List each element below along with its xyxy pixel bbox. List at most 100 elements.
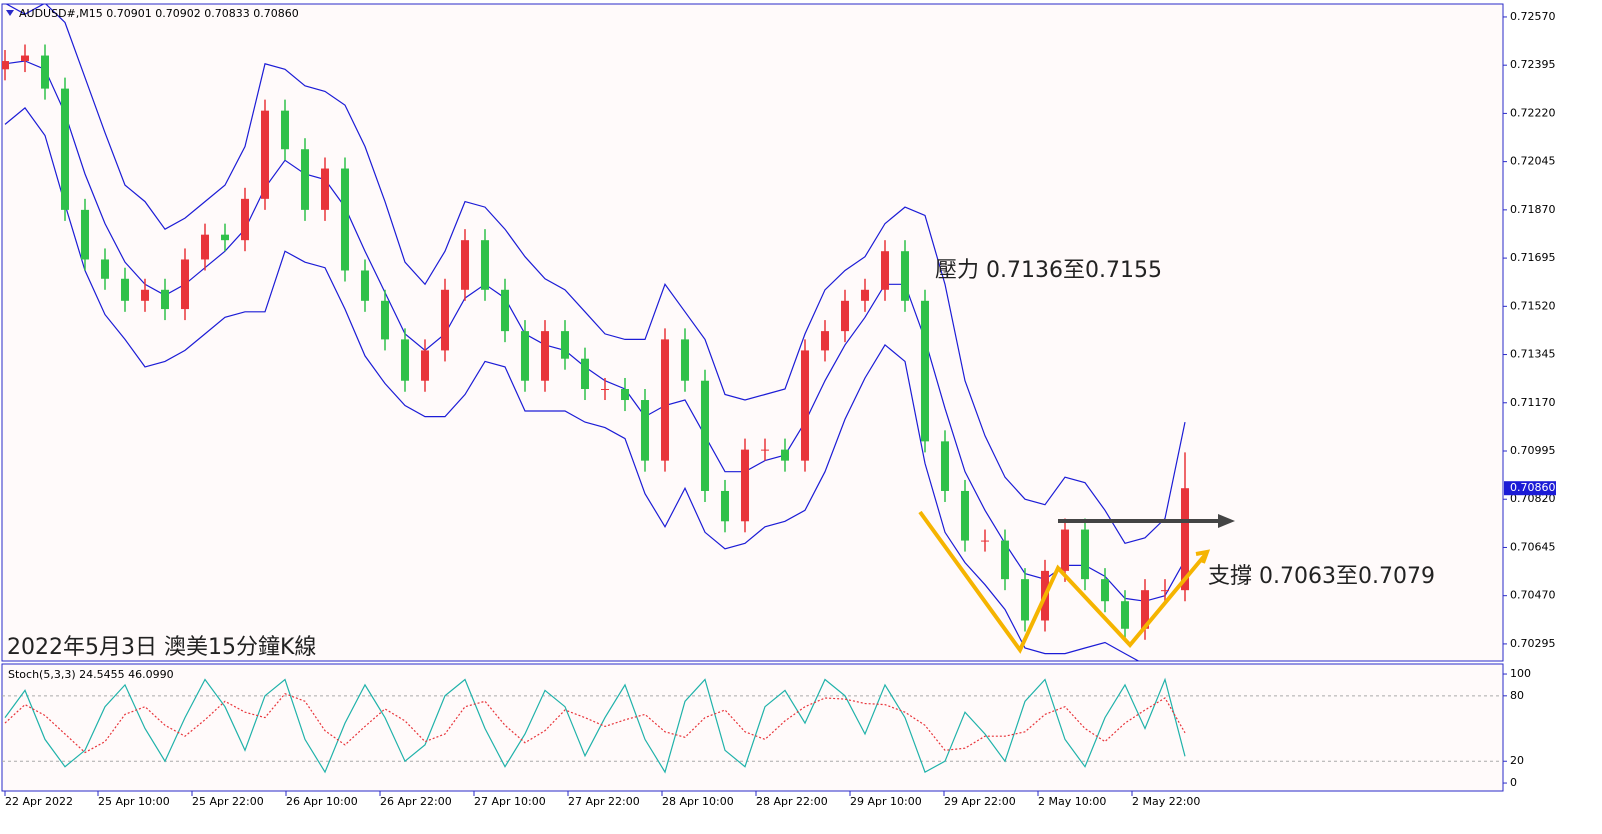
x-tick-label: 27 Apr 22:00 (568, 795, 640, 808)
last-price-box (1504, 481, 1556, 496)
pattern-arrowhead (1195, 549, 1211, 564)
candle-body (241, 198, 249, 241)
candle-body (801, 350, 809, 461)
candle-body (61, 88, 69, 210)
candle-body (401, 339, 409, 381)
pattern-line (918, 510, 1207, 654)
x-tick-label: 29 Apr 22:00 (944, 795, 1016, 808)
candle-body (921, 300, 929, 442)
x-tick-label: 2 May 10:00 (1038, 795, 1106, 808)
chart-title: AUDUSD#,M15 0.70901 0.70902 0.70833 0.70… (19, 7, 299, 20)
x-tick-label: 22 Apr 2022 (5, 795, 73, 808)
candle-body (741, 449, 749, 522)
band-upper (5, 4, 1186, 544)
main-panel (1, 3, 1504, 662)
candle-body (261, 110, 269, 199)
candle-body (21, 55, 29, 62)
candle-body (581, 358, 589, 389)
candle-body (281, 110, 289, 150)
x-tick-label: 28 Apr 22:00 (756, 795, 828, 808)
candle-body (881, 251, 889, 290)
candle-body (2, 61, 9, 70)
candle-body (1181, 488, 1189, 591)
y-tick-label: 0 (1510, 776, 1517, 789)
band-lower (4, 107, 1140, 661)
x-tick-label: 26 Apr 10:00 (286, 795, 358, 808)
candle-body (1081, 529, 1089, 580)
candle-body (301, 149, 309, 210)
candle-body (841, 300, 849, 332)
support-note: 支撐 0.7063至0.7079 (1208, 564, 1435, 589)
y-tick-label: 0.71695 (1510, 251, 1556, 264)
candle-body (1061, 529, 1069, 571)
candle-body (761, 449, 769, 451)
y-tick-label: 0.72570 (1510, 10, 1556, 23)
x-tick-label: 28 Apr 10:00 (662, 795, 734, 808)
x-tick-label: 2 May 22:00 (1132, 795, 1200, 808)
candle-body (601, 388, 609, 390)
stoch-line (4, 692, 1186, 754)
candle-body (201, 234, 209, 260)
y-tick-label: 0.71520 (1510, 299, 1556, 312)
y-tick-label: 0.70645 (1510, 540, 1556, 553)
candle-body (101, 259, 109, 279)
y-tick-label: 80 (1510, 689, 1524, 702)
x-tick-label: 27 Apr 10:00 (474, 795, 546, 808)
candle-body (1101, 579, 1109, 602)
candle-body (1121, 601, 1129, 629)
y-tick-label: 0.72395 (1510, 58, 1556, 71)
candle-body (661, 339, 669, 461)
y-tick-label: 0.71345 (1510, 348, 1556, 361)
y-tick-label: 0.70470 (1510, 589, 1556, 602)
candle-body (1021, 579, 1029, 621)
candle-body (121, 278, 129, 301)
x-tick-label: 29 Apr 10:00 (850, 795, 922, 808)
candle-body (681, 339, 689, 381)
y-tick-label: 0.72220 (1510, 106, 1556, 119)
resistance-note: 壓力 0.7136至0.7155 (935, 258, 1162, 283)
x-tick-label: 25 Apr 22:00 (192, 795, 264, 808)
candle-body (961, 490, 969, 541)
menu-icon (6, 10, 14, 16)
candle-body (721, 490, 729, 522)
candle-body (161, 289, 169, 310)
candle-body (221, 234, 229, 241)
candle-body (701, 380, 709, 491)
candle-body (521, 331, 529, 381)
y-tick-label: 0.70295 (1510, 637, 1556, 650)
candle-body (621, 388, 629, 401)
y-tick-label: 0.70995 (1510, 444, 1556, 457)
candle-body (941, 441, 949, 491)
stoch-panel (1, 663, 1504, 792)
candle-body (41, 55, 49, 89)
x-tick-label: 26 Apr 22:00 (380, 795, 452, 808)
band-middle (4, 60, 1186, 602)
candle-body (81, 209, 89, 260)
last-price-label: 0.70860 (1510, 481, 1556, 494)
y-tick-label: 0.72045 (1510, 155, 1556, 168)
candle-body (641, 400, 649, 461)
y-tick-label: 0.70820 (1510, 492, 1556, 505)
candle-body (321, 168, 329, 210)
y-tick-label: 20 (1510, 754, 1524, 767)
candle-body (781, 449, 789, 461)
y-tick-label: 0.71870 (1510, 203, 1556, 216)
candle-body (901, 251, 909, 301)
candle-body (381, 300, 389, 340)
stoch-title: Stoch(5,3,3) 24.5455 46.0990 (8, 668, 174, 681)
y-tick-label: 0.71170 (1510, 396, 1556, 409)
stoch-line (4, 677, 1186, 774)
candle-body (1141, 590, 1149, 629)
candle-body (541, 331, 549, 381)
candle-body (561, 331, 569, 359)
candle-body (501, 289, 509, 332)
candle-body (1001, 540, 1009, 580)
candle-body (361, 270, 369, 301)
candle-body (461, 240, 469, 290)
breakout-arrowhead (1218, 514, 1235, 528)
main-plot (2, 4, 1189, 661)
candle-body (1161, 590, 1169, 592)
chart-caption: 2022年5月3日 澳美15分鐘K線 (7, 635, 316, 660)
candle-body (861, 289, 869, 301)
